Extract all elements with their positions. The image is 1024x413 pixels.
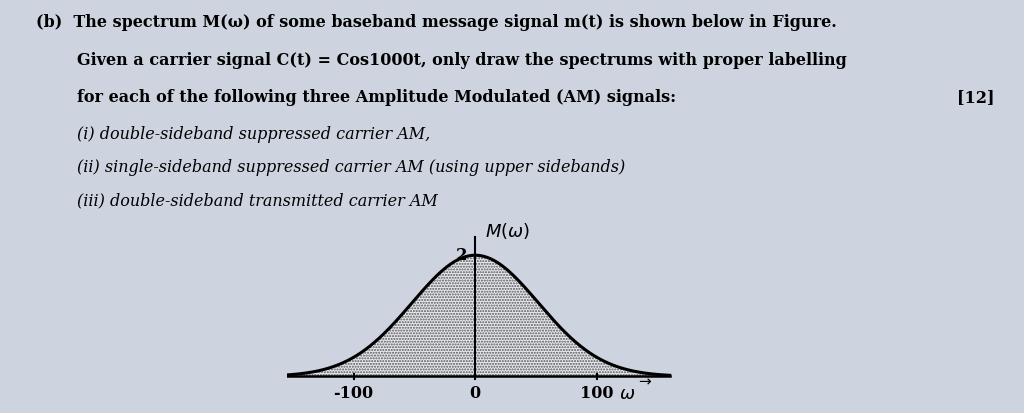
Text: (i) double-sideband suppressed carrier AM,: (i) double-sideband suppressed carrier A… [77, 126, 430, 143]
Text: $M(\omega)$: $M(\omega)$ [485, 221, 530, 241]
Text: (b)  The spectrum M(ω) of some baseband message signal m(t) is shown below in Fi: (b) The spectrum M(ω) of some baseband m… [36, 14, 837, 31]
Text: $\rightarrow$: $\rightarrow$ [636, 374, 652, 388]
Text: $\omega$: $\omega$ [618, 385, 635, 404]
Text: (ii) single-sideband suppressed carrier AM (using upper sidebands): (ii) single-sideband suppressed carrier … [77, 159, 625, 176]
Text: 100: 100 [580, 385, 613, 402]
Text: (iii) double-sideband transmitted carrier AM: (iii) double-sideband transmitted carrie… [77, 192, 437, 209]
Text: [12]: [12] [957, 89, 995, 106]
Text: 0: 0 [470, 385, 480, 402]
Text: 2: 2 [457, 247, 468, 264]
Text: for each of the following three Amplitude Modulated (AM) signals:: for each of the following three Amplitud… [77, 89, 676, 106]
Text: -100: -100 [334, 385, 374, 402]
Text: Given a carrier signal C(t) = Cos1000t, only draw the spectrums with proper labe: Given a carrier signal C(t) = Cos1000t, … [77, 52, 847, 69]
